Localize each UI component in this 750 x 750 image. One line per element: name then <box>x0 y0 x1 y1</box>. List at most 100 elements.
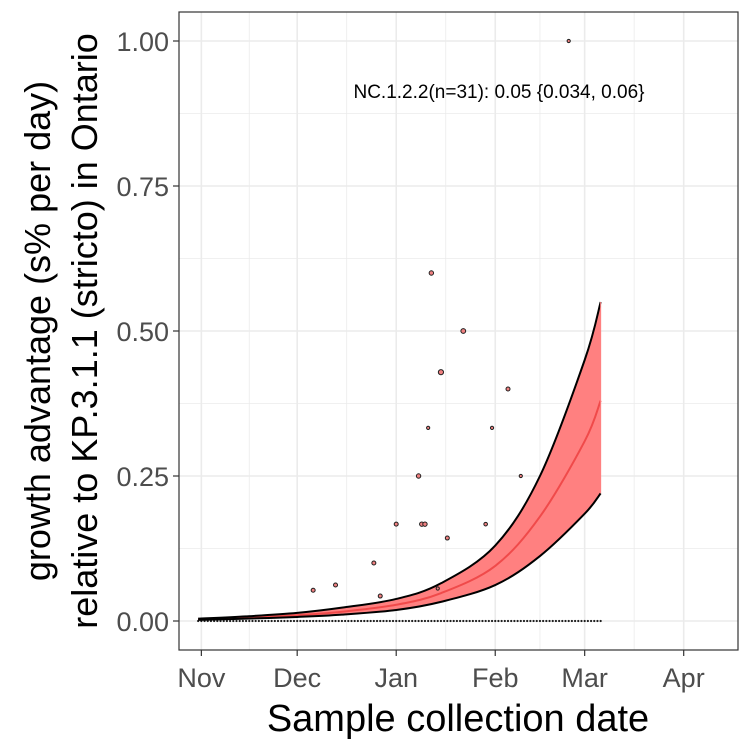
zero-data-point <box>238 619 241 623</box>
data-point <box>460 328 467 334</box>
zero-data-point <box>593 619 596 623</box>
zero-data-point <box>302 619 305 623</box>
zero-data-point <box>519 619 522 623</box>
zero-data-point <box>522 619 526 623</box>
x-tick-label: Feb <box>472 663 519 693</box>
y-tick-label: 1.00 <box>116 27 169 57</box>
zero-data-point <box>596 619 599 623</box>
zero-data-point <box>510 619 513 623</box>
zero-data-point <box>567 619 570 623</box>
zero-data-point <box>356 619 359 623</box>
data-point <box>435 586 440 591</box>
zero-data-point <box>580 619 583 623</box>
zero-data-point <box>497 619 500 623</box>
y-axis-title-line-2: relative to KP.3.1.1 (stricto) in Ontari… <box>64 33 105 629</box>
zero-data-point <box>484 619 487 623</box>
zero-data-point <box>561 619 564 623</box>
zero-data-point <box>599 619 602 623</box>
x-tick-label: Dec <box>273 663 321 693</box>
fit-lines-layer <box>198 301 602 621</box>
zero-data-point <box>404 619 407 623</box>
zero-data-point <box>420 619 423 623</box>
zero-data-point <box>506 619 510 623</box>
zero-data-point <box>573 619 577 623</box>
zero-data-point <box>232 619 235 623</box>
zero-data-point <box>458 619 462 623</box>
zero-data-point <box>353 619 356 623</box>
zero-data-point <box>455 619 459 623</box>
zero-data-point <box>589 619 593 623</box>
zero-data-point <box>344 619 347 623</box>
data-point <box>489 425 495 430</box>
zero-data-point <box>385 619 388 623</box>
x-axis-title: Sample collection date <box>267 698 649 740</box>
y-tick-label: 0.00 <box>116 607 169 637</box>
zero-data-point <box>436 619 439 623</box>
model-annotation: NC.1.2.2(n=31): 0.05 {0.034, 0.06} <box>353 82 644 103</box>
data-point <box>415 473 422 479</box>
zero-data-point <box>229 619 232 623</box>
zero-data-point <box>299 619 302 623</box>
zero-data-point <box>363 619 366 623</box>
zero-data-point <box>267 619 270 623</box>
zero-data-point <box>308 619 312 623</box>
zero-data-point <box>446 619 449 623</box>
zero-data-point <box>244 619 248 623</box>
zero-data-point <box>570 619 573 623</box>
zero-data-point <box>264 619 267 623</box>
zero-data-point <box>222 619 225 623</box>
zero-data-point <box>257 619 260 623</box>
zero-data-point <box>577 619 580 623</box>
fit-line-upper <box>198 301 602 620</box>
zero-data-point <box>516 619 519 623</box>
zero-data-point <box>529 619 532 623</box>
zero-data-point <box>283 619 286 623</box>
zero-data-point <box>494 619 497 623</box>
zero-data-point <box>318 619 321 623</box>
x-tick-label: Jan <box>374 663 418 693</box>
data-point <box>333 582 339 588</box>
zero-data-point <box>273 619 276 623</box>
zero-data-point <box>443 619 446 623</box>
y-tick-label: 0.75 <box>116 172 169 202</box>
zero-data-point <box>340 619 344 623</box>
grid-lines <box>179 12 738 650</box>
zero-data-point <box>532 619 535 623</box>
data-point <box>518 473 523 479</box>
zero-data-point <box>513 619 516 623</box>
zero-data-point <box>474 619 478 623</box>
zero-data-point <box>503 619 506 623</box>
axis-ticks: Nov Dec Jan Feb Mar Apr 0.00 0.25 0.50 0.75 1.00 <box>116 27 704 693</box>
zero-data-point <box>433 619 436 623</box>
zero-data-point <box>465 619 468 623</box>
zero-data-point <box>471 619 474 623</box>
zero-data-point <box>423 619 427 623</box>
zero-data-point <box>286 619 289 623</box>
zero-data-point <box>324 619 328 623</box>
data-point <box>371 560 377 566</box>
zero-data-point <box>260 619 264 623</box>
zero-data-point <box>315 619 318 623</box>
zero-data-point <box>235 619 238 623</box>
fit-line-mid <box>198 400 602 621</box>
zero-data-point <box>542 619 545 623</box>
zero-data-point <box>490 619 494 623</box>
zero-data-point <box>296 619 299 623</box>
data-point <box>377 593 383 599</box>
zero-data-point <box>401 619 404 623</box>
data-point <box>310 587 316 593</box>
fit-line-lower <box>198 492 602 621</box>
zero-data-point <box>359 619 363 623</box>
x-tick-label: Apr <box>663 663 705 693</box>
zero-data-point <box>331 619 334 623</box>
zero-data-point <box>487 619 490 623</box>
zero-data-point <box>270 619 273 623</box>
zero-data-point <box>449 619 452 623</box>
zero-data-point <box>350 619 353 623</box>
zero-data-point <box>395 619 398 623</box>
zero-data-point <box>321 619 324 623</box>
zero-data-point <box>382 619 385 623</box>
zero-data-point <box>538 619 542 623</box>
zero-data-point <box>241 619 244 623</box>
x-tick-label: Nov <box>177 663 226 693</box>
